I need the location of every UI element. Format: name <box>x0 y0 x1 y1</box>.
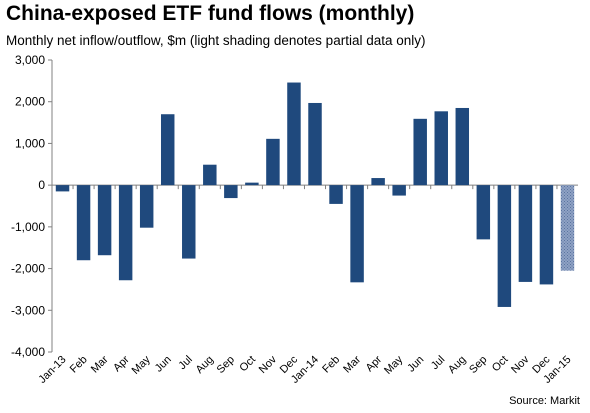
x-tick-label: Nov <box>509 353 532 376</box>
bar-23 <box>539 185 554 285</box>
bar-2 <box>97 185 112 256</box>
y-tick-label: 3,000 <box>15 53 45 67</box>
bar-24 <box>560 185 575 271</box>
x-tick-label: Mar <box>89 353 111 375</box>
bar-5 <box>160 114 175 186</box>
chart-subtitle: Monthly net inflow/outflow, $m (light sh… <box>6 33 426 48</box>
bar-4 <box>139 185 154 228</box>
chart-title: China-exposed ETF fund flows (monthly) <box>6 2 415 25</box>
bar-16 <box>392 185 406 196</box>
y-tick-label: -1,000 <box>11 220 45 234</box>
y-tick-label: -2,000 <box>11 262 45 276</box>
bar-14 <box>350 185 364 283</box>
bar-22 <box>518 185 533 282</box>
x-tick-label: Oct <box>490 354 511 375</box>
x-tick-label: Jun <box>153 354 174 375</box>
y-tick-label: 0 <box>38 178 45 192</box>
bar-10 <box>266 138 280 186</box>
y-tick-label: -4,000 <box>11 345 45 359</box>
x-tick-label: Sep <box>467 354 489 376</box>
y-tick-label: 2,000 <box>15 95 45 109</box>
x-tick-label: Aug <box>446 354 468 376</box>
bar-8 <box>224 185 238 199</box>
y-tick-label: -3,000 <box>11 303 45 317</box>
bar-19 <box>455 107 470 186</box>
bar-13 <box>329 185 343 204</box>
bar-18 <box>434 111 448 186</box>
x-tick-label: Jul <box>429 354 447 372</box>
bar-9 <box>245 182 259 186</box>
y-tick-label: 1,000 <box>15 136 45 150</box>
x-tick-label: Feb <box>68 354 90 376</box>
bars <box>55 82 575 307</box>
x-tick-label: May <box>130 353 154 377</box>
x-tick-label: Sep <box>215 354 237 376</box>
x-tick-label: Nov <box>257 353 280 376</box>
bar-17 <box>413 118 427 186</box>
x-tick-label: Oct <box>237 354 258 375</box>
bar-6 <box>182 185 196 259</box>
x-tick-label: Apr <box>364 353 385 374</box>
bar-7 <box>203 164 217 186</box>
x-tick-label: Mar <box>341 353 363 375</box>
x-tick-label: Jun <box>405 354 426 375</box>
bar-1 <box>76 185 91 261</box>
bar-0 <box>55 185 70 192</box>
bar-12 <box>308 102 322 186</box>
x-tick-label: Aug <box>194 354 216 376</box>
x-tick-label: Jul <box>176 354 194 372</box>
bar-20 <box>476 185 491 240</box>
x-tick-label: Apr <box>111 353 132 374</box>
source-note: Source: Markit <box>509 395 580 407</box>
x-tick-label: Feb <box>320 354 342 376</box>
bar-21 <box>497 185 512 307</box>
bar-11 <box>287 82 301 186</box>
bar-3 <box>118 185 133 281</box>
bar-15 <box>371 178 385 186</box>
x-tick-label: May <box>382 353 406 377</box>
